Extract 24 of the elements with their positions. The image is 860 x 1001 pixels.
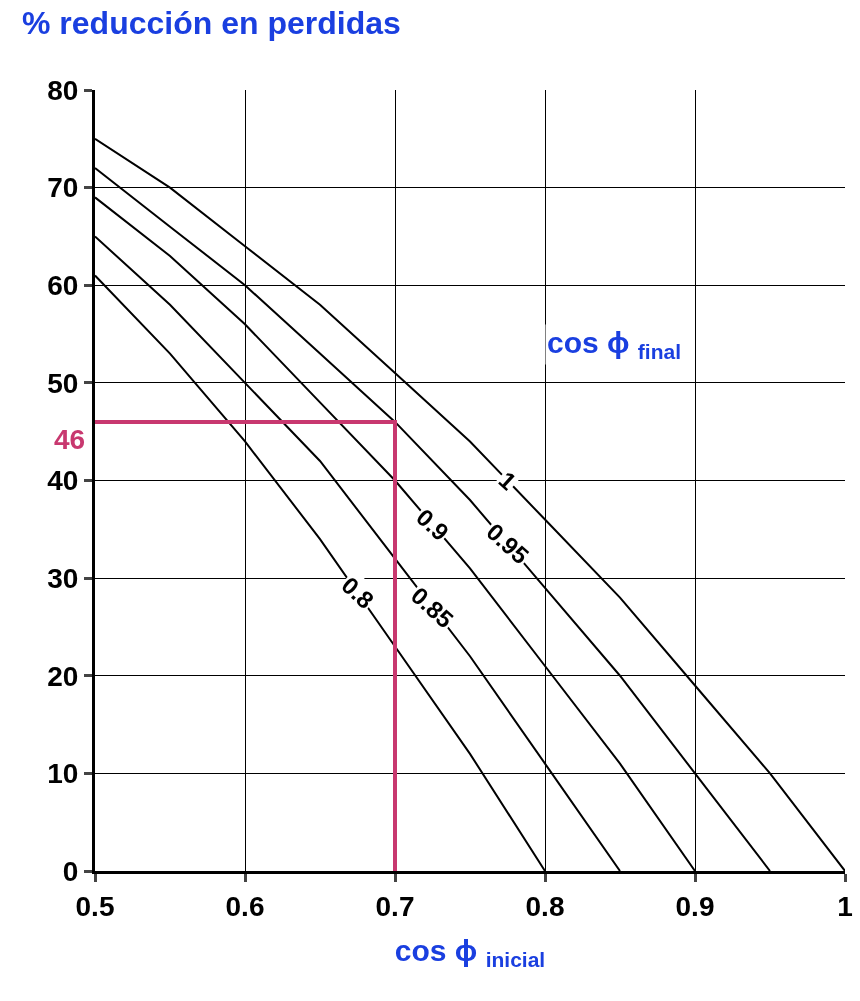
x-tick-label: 0.5 xyxy=(75,890,115,922)
y-tick-label: 70 xyxy=(47,172,79,204)
y-tick-label: 30 xyxy=(47,562,79,594)
x-tick-label: 0.9 xyxy=(675,890,715,922)
y-tick-label: 40 xyxy=(47,465,79,497)
y-tick-label: 10 xyxy=(47,758,79,790)
y-axis-title: % reducción en perdidas xyxy=(22,5,401,41)
annotation: 46 xyxy=(54,424,86,455)
x-tick-label: 1 xyxy=(837,890,853,922)
text: 0.8 xyxy=(336,571,380,614)
x-tick-label: 0.6 xyxy=(225,890,265,922)
y-tick-label: 50 xyxy=(47,367,79,399)
text: 1 xyxy=(493,466,522,496)
x-axis-title: cos ϕ $_{inicial}$ xyxy=(394,934,546,972)
y-tick-label: 0 xyxy=(62,855,79,887)
x-tick-label: 0.7 xyxy=(375,890,415,922)
legend-title: cos ϕ $_{final}$ xyxy=(547,326,682,364)
y-tick-label: 20 xyxy=(47,660,79,692)
y-tick-label: 80 xyxy=(47,74,79,106)
text: 0.85 xyxy=(405,581,459,634)
y-tick-label: 60 xyxy=(47,270,79,302)
x-tick-label: 0.8 xyxy=(525,890,565,922)
text: 0.9 xyxy=(411,503,455,546)
text: 0.95 xyxy=(481,517,535,570)
